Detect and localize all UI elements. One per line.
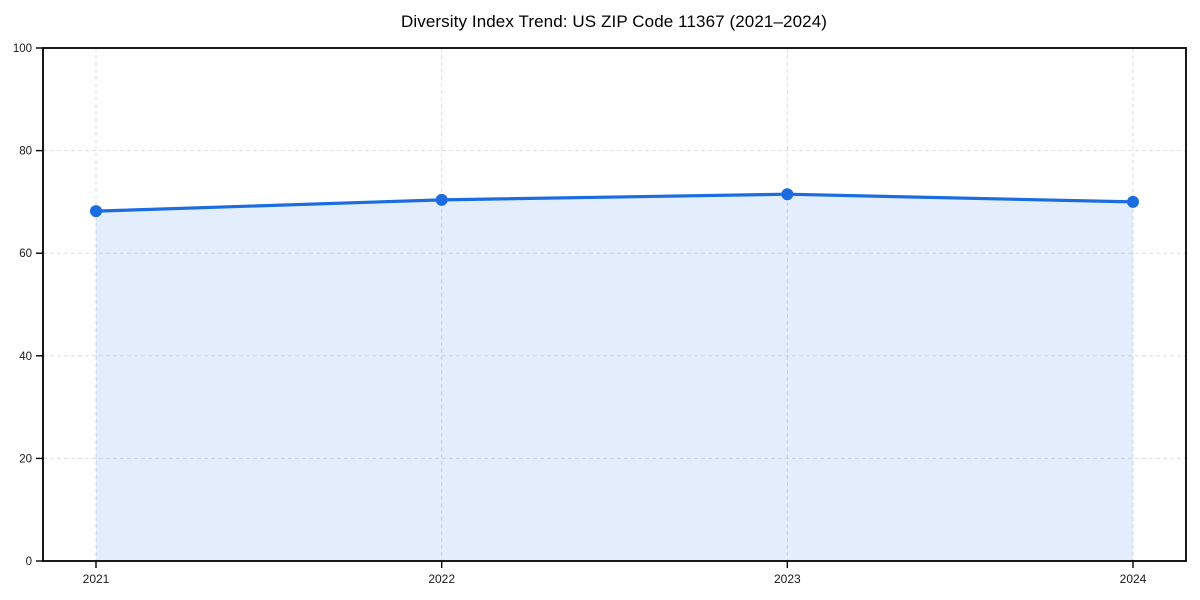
area-fill [96,194,1133,561]
x-tick-label: 2021 [83,572,110,586]
plot-border [42,47,1187,562]
data-point-2024[interactable] [1127,195,1139,208]
x-tick-label: 2023 [774,572,801,586]
y-tick-label: 80 [19,146,32,158]
x-tick-label: 2022 [428,572,455,586]
data-point-2022[interactable] [435,193,448,206]
y-tick-label: 20 [19,453,32,465]
y-tick-label: 100 [13,43,32,55]
y-tick-label: 40 [19,351,32,363]
y-tick-label: 0 [26,556,32,568]
data-point-2023[interactable] [781,188,794,201]
y-tick-label: 60 [19,248,32,260]
trend-line [94,192,1135,213]
x-tick-label: 2024 [1120,572,1147,586]
chart-title: Diversity Index Trend: US ZIP Code 11367… [400,12,828,31]
data-point-2021[interactable] [90,205,102,218]
